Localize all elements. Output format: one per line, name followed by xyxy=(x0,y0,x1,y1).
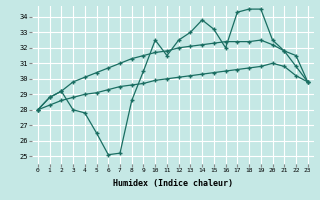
X-axis label: Humidex (Indice chaleur): Humidex (Indice chaleur) xyxy=(113,179,233,188)
